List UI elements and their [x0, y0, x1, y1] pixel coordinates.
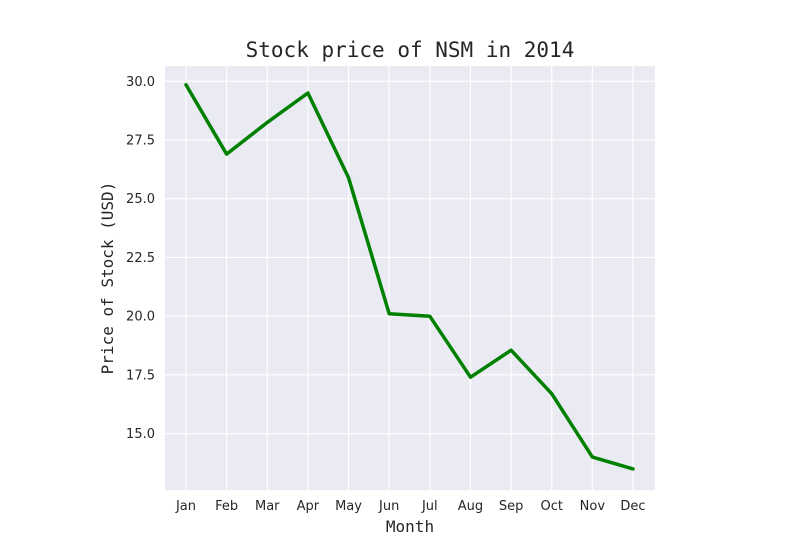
- x-tick-label: Apr: [297, 499, 320, 514]
- series-line: [184, 83, 635, 471]
- x-tick-label: Dec: [620, 499, 645, 514]
- grid-lines: [165, 66, 655, 490]
- x-tick-label: Feb: [215, 499, 238, 514]
- x-tick-label: Jun: [378, 499, 399, 514]
- x-tick-label: Oct: [540, 499, 562, 514]
- y-tick-label: 20.0: [126, 310, 155, 325]
- x-tick-label: Jul: [421, 499, 438, 514]
- series-layer: [184, 83, 635, 471]
- y-tick-label: 25.0: [126, 192, 155, 207]
- tick-labels: Jan Feb Mar Apr May Jun Jul Aug Sep Oct Nov Dec 15.0…: [126, 75, 646, 514]
- x-tick-label: Mar: [255, 499, 280, 514]
- x-tick-label: Jan: [175, 499, 196, 514]
- x-tick-label: Aug: [458, 499, 483, 514]
- y-tick-label: 17.5: [126, 368, 155, 383]
- x-tick-label: Nov: [580, 499, 606, 514]
- y-tick-label: 15.0: [126, 427, 155, 442]
- x-tick-label: May: [335, 499, 362, 514]
- x-axis-label: Month: [386, 517, 434, 536]
- y-tick-label: 22.5: [126, 251, 155, 266]
- chart-title: Stock price of NSM in 2014: [246, 38, 575, 62]
- y-axis-label: Price of Stock (USD): [98, 182, 117, 375]
- y-tick-label: 27.5: [126, 133, 155, 148]
- y-tick-label: 30.0: [126, 75, 155, 90]
- x-tick-label: Sep: [499, 499, 524, 514]
- plot-area: [165, 66, 655, 490]
